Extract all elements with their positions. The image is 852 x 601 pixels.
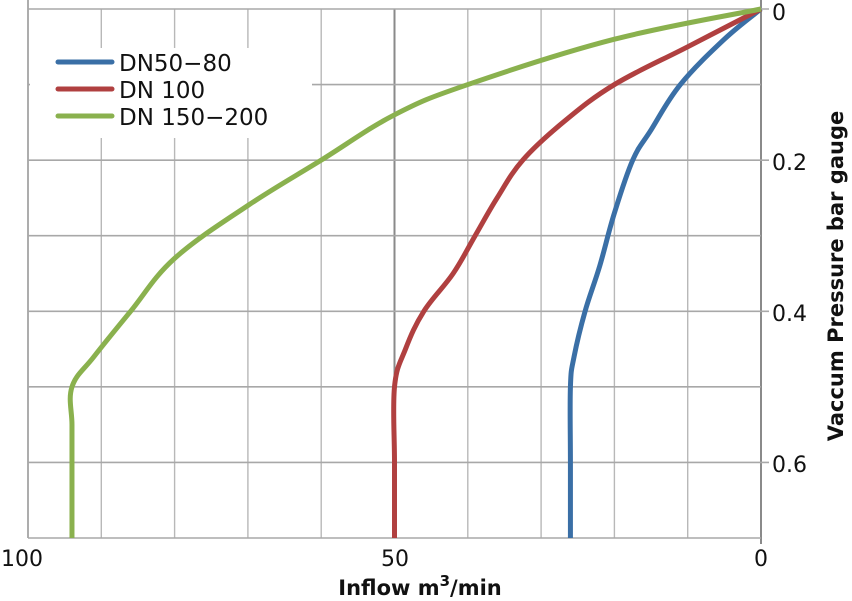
series-line-dn50-80 (567, 7, 763, 538)
x-axis-labels: 100 50 0 (1, 547, 768, 572)
y-tick-0-6: 0.6 (772, 453, 807, 478)
series-line-dn-150-200 (67, 6, 762, 538)
y-axis-title: Vaccum Pressure bar gauge (824, 111, 848, 441)
y-tick-0: 0 (772, 1, 786, 26)
x-tick-0: 0 (754, 547, 768, 572)
y-tick-0-4: 0.4 (772, 302, 807, 327)
x-tick-100: 100 (1, 547, 43, 572)
series-lines (67, 6, 763, 538)
legend-label-dn150-200: DN 150−200 (119, 105, 268, 131)
legend-label-dn100: DN 100 (119, 78, 205, 104)
x-axis-title: Inflow m3/min (338, 572, 502, 600)
legend: DN50−80 DN 100 DN 150−200 (55, 51, 268, 131)
x-tick-50: 50 (381, 547, 409, 572)
y-tick-0-2: 0.2 (772, 151, 807, 176)
y-axis-labels: 0 0.2 0.4 0.6 (772, 1, 807, 478)
series-line-dn-100 (391, 6, 763, 538)
legend-label-dn50-80: DN50−80 (119, 51, 232, 77)
